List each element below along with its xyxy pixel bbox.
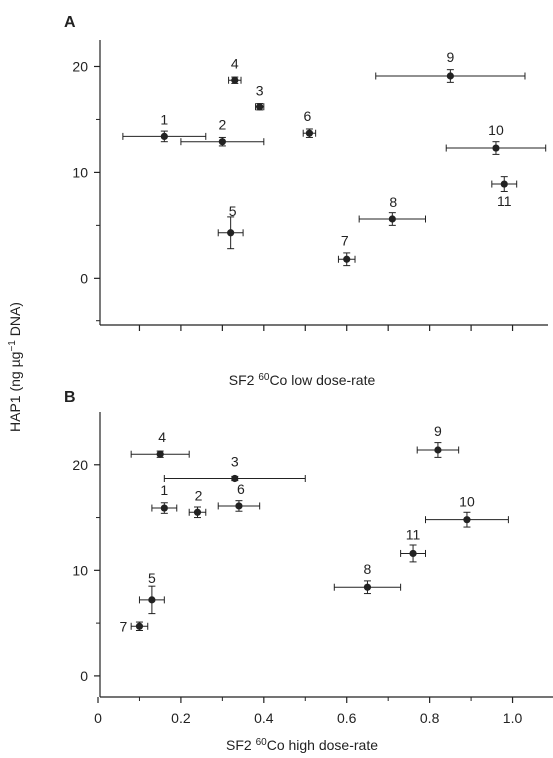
panel-a-xlabel-post: Co low dose-rate [269,372,375,388]
panel-a-plot: 0 10 20 1 2 3 4 5 6 7 8 9 10 11 [72,40,548,331]
panel-b-x-tick-label: 0.8 [420,710,440,726]
data-point [193,508,202,516]
panel-a-xlabel-pre: SF2 [229,372,259,388]
panel-a-point-10: 10 [445,122,547,155]
point-label: 10 [488,122,504,138]
panel-b-point-11: 11 [400,526,426,563]
data-point [463,516,471,524]
y-axis-title-tail: DNA) [7,302,23,340]
point-label: 5 [229,203,237,219]
panel-b-point-3: 3 [163,454,306,483]
y-axis-title-sup: −1 [7,340,18,352]
panel-a-y-tick-label: 20 [72,58,88,74]
panel-b-point-4: 4 [130,429,190,458]
panel-b: B 0 10 20 0 0.2 0.4 0.6 0.8 1.0 1 2 3 4 5 6 7 8 9 10 11 SF2… [64,389,553,753]
point-label: 4 [231,55,239,71]
point-label: 3 [256,83,264,99]
point-label: 10 [459,494,475,510]
panel-b-xlabel-pre: SF2 [226,737,256,753]
data-point [231,474,239,483]
point-label: 8 [364,561,372,577]
point-label: 1 [160,482,168,498]
data-point [409,549,417,558]
panel-a-label: A [64,14,76,31]
panel-b-point-1: 1 [151,482,178,514]
y-axis-title-main: HAP1 (ng µg [7,352,23,432]
panel-a-y-tick-label: 10 [72,164,88,180]
point-label: 11 [497,193,512,209]
panel-b-point-2: 2 [188,487,207,519]
point-label: 2 [218,117,226,133]
point-label: 4 [158,429,166,445]
panel-b-plot: 0 10 20 0 0.2 0.4 0.6 0.8 1.0 1 2 3 4 5 6 7 8 9 10 11 [72,412,553,726]
panel-b-y-tick-label: 20 [72,457,88,473]
panel-b-x-tick-label: 0.4 [254,710,274,726]
data-point [218,138,226,146]
data-point [363,583,372,591]
panel-b-y-tick-label: 10 [72,562,88,578]
panel-a-xlabel-sup: 60 [258,372,270,383]
data-point [160,504,168,512]
panel-b-xlabel-sup: 60 [256,737,268,748]
panel-b-x-tick-label: 0 [94,710,102,726]
data-point [256,103,264,111]
panel-b-point-7: 7 [120,618,149,634]
data-point [434,446,442,454]
panel-a-point-1: 1 [122,111,207,143]
panel-a-point-3: 3 [255,83,265,111]
panel-a-point-6: 6 [302,108,317,138]
point-label: 6 [304,108,312,124]
panel-b-x-tick-label: 0.6 [337,710,357,726]
point-label: 3 [231,454,239,470]
panel-b-point-8: 8 [333,561,402,595]
panel-b-x-tick-label: 1.0 [503,710,523,726]
panel-b-xlabel-post: Co high dose-rate [267,737,379,753]
data-point [156,450,164,458]
panel-a: A 0 10 20 1 2 3 4 5 6 7 8 9 10 11 SF2 60Co low dose-r… [64,14,548,388]
panel-b-y-tick-label: 0 [80,668,88,684]
data-point [148,596,156,604]
data-point [500,180,508,188]
panel-a-point-8: 8 [358,194,426,226]
panel-a-point-11: 11 [491,176,518,209]
point-label: 11 [406,526,421,542]
panel-a-y-tick-label: 0 [80,270,88,286]
panel-b-label: B [64,389,76,406]
point-label: 6 [237,481,245,497]
data-point [305,129,314,137]
data-point [231,76,239,84]
panel-b-point-5: 5 [138,570,165,615]
data-point [343,255,351,263]
data-point [235,502,243,510]
point-label: 2 [195,487,203,503]
point-label: 7 [120,618,128,634]
data-point [160,132,168,140]
point-label: 7 [341,232,349,248]
point-label: 9 [446,49,454,65]
panel-b-point-10: 10 [424,494,509,528]
y-axis-title: HAP1 (ng µg−1 DNA) [7,302,23,432]
panel-b-x-tick-label: 0.2 [171,710,191,726]
panel-a-xlabel: SF2 60Co low dose-rate [229,372,376,388]
data-point [446,72,454,80]
y-axis-title-text: HAP1 (ng µg−1 DNA) [7,302,23,432]
panel-a-point-7: 7 [337,232,356,267]
point-label: 8 [389,194,397,210]
panel-a-point-4: 4 [228,55,242,84]
panel-b-xlabel: SF2 60Co high dose-rate [226,737,378,753]
data-point [388,215,396,223]
point-label: 9 [434,423,442,439]
data-point [492,144,500,152]
panel-b-point-6: 6 [217,481,261,512]
data-point [135,622,144,630]
panel-b-point-9: 9 [416,423,460,458]
panel-a-point-5: 5 [217,203,244,250]
point-label: 5 [148,570,156,586]
data-point [227,229,235,237]
point-label: 1 [160,111,168,127]
panel-a-point-9: 9 [375,49,526,83]
panel-a-point-2: 2 [180,117,265,147]
